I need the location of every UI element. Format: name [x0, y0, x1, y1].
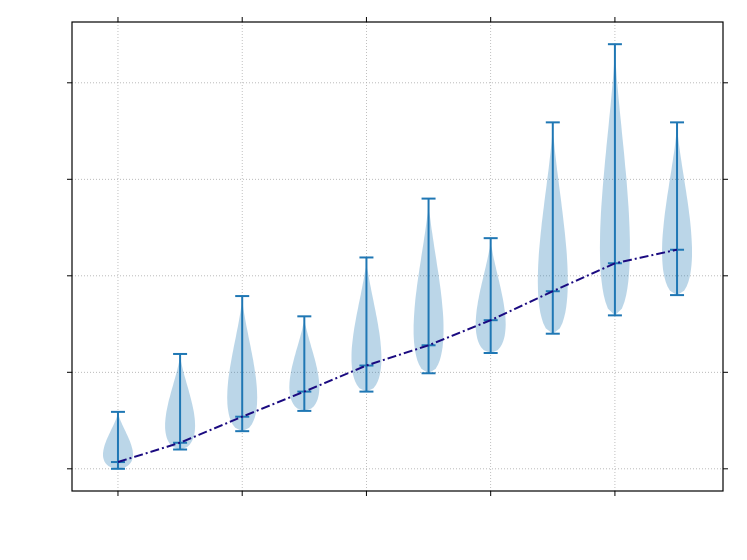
- plot-frame: [71, 21, 724, 492]
- median-line: [117, 248, 678, 463]
